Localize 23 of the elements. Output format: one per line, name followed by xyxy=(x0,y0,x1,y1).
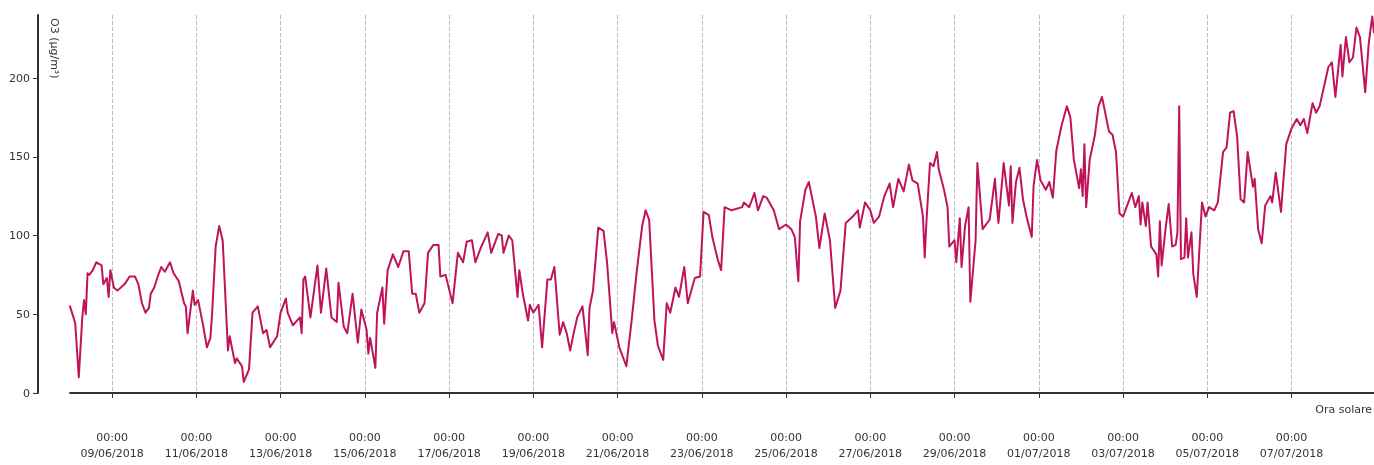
y-tick-label: 150 xyxy=(9,150,30,164)
x-tick-label: 00:00 17/06/2018 xyxy=(417,430,481,460)
x-tick-label: 00:00 07/07/2018 xyxy=(1259,430,1324,460)
x-tick-label: 00:00 03/07/2018 xyxy=(1091,430,1155,460)
x-tick-label: 00:00 23/06/2018 xyxy=(670,430,734,460)
x-axis-title: Ora solare xyxy=(1315,403,1373,416)
x-tick-label: 00:00 19/06/2018 xyxy=(501,430,566,460)
x-tick-label: 00:00 15/06/2018 xyxy=(333,430,397,460)
x-tick-label: 00:00 13/06/2018 xyxy=(248,430,313,460)
x-tick-label: 00:00 25/06/2018 xyxy=(754,430,818,460)
x-tick-label: 00:00 09/06/2018 xyxy=(80,430,144,460)
x-tick-label: 00:00 11/06/2018 xyxy=(164,430,229,460)
y-tick-label: 200 xyxy=(9,71,30,85)
y-tick-label: 50 xyxy=(16,307,30,321)
x-tick-label: 00:00 29/06/2018 xyxy=(922,430,987,460)
x-tick-label: 00:00 01/07/2018 xyxy=(1007,430,1071,460)
y-tick-label: 0 xyxy=(23,386,30,400)
x-tick-label: 00:00 21/06/2018 xyxy=(585,430,650,460)
x-tick-label: 00:00 05/07/2018 xyxy=(1175,430,1239,460)
y-axis-title: O3 (µg/m³) xyxy=(48,18,61,79)
y-tick-label: 100 xyxy=(9,229,30,242)
x-tick-label: 00:00 27/06/2018 xyxy=(838,430,902,460)
line-series xyxy=(69,15,1374,383)
